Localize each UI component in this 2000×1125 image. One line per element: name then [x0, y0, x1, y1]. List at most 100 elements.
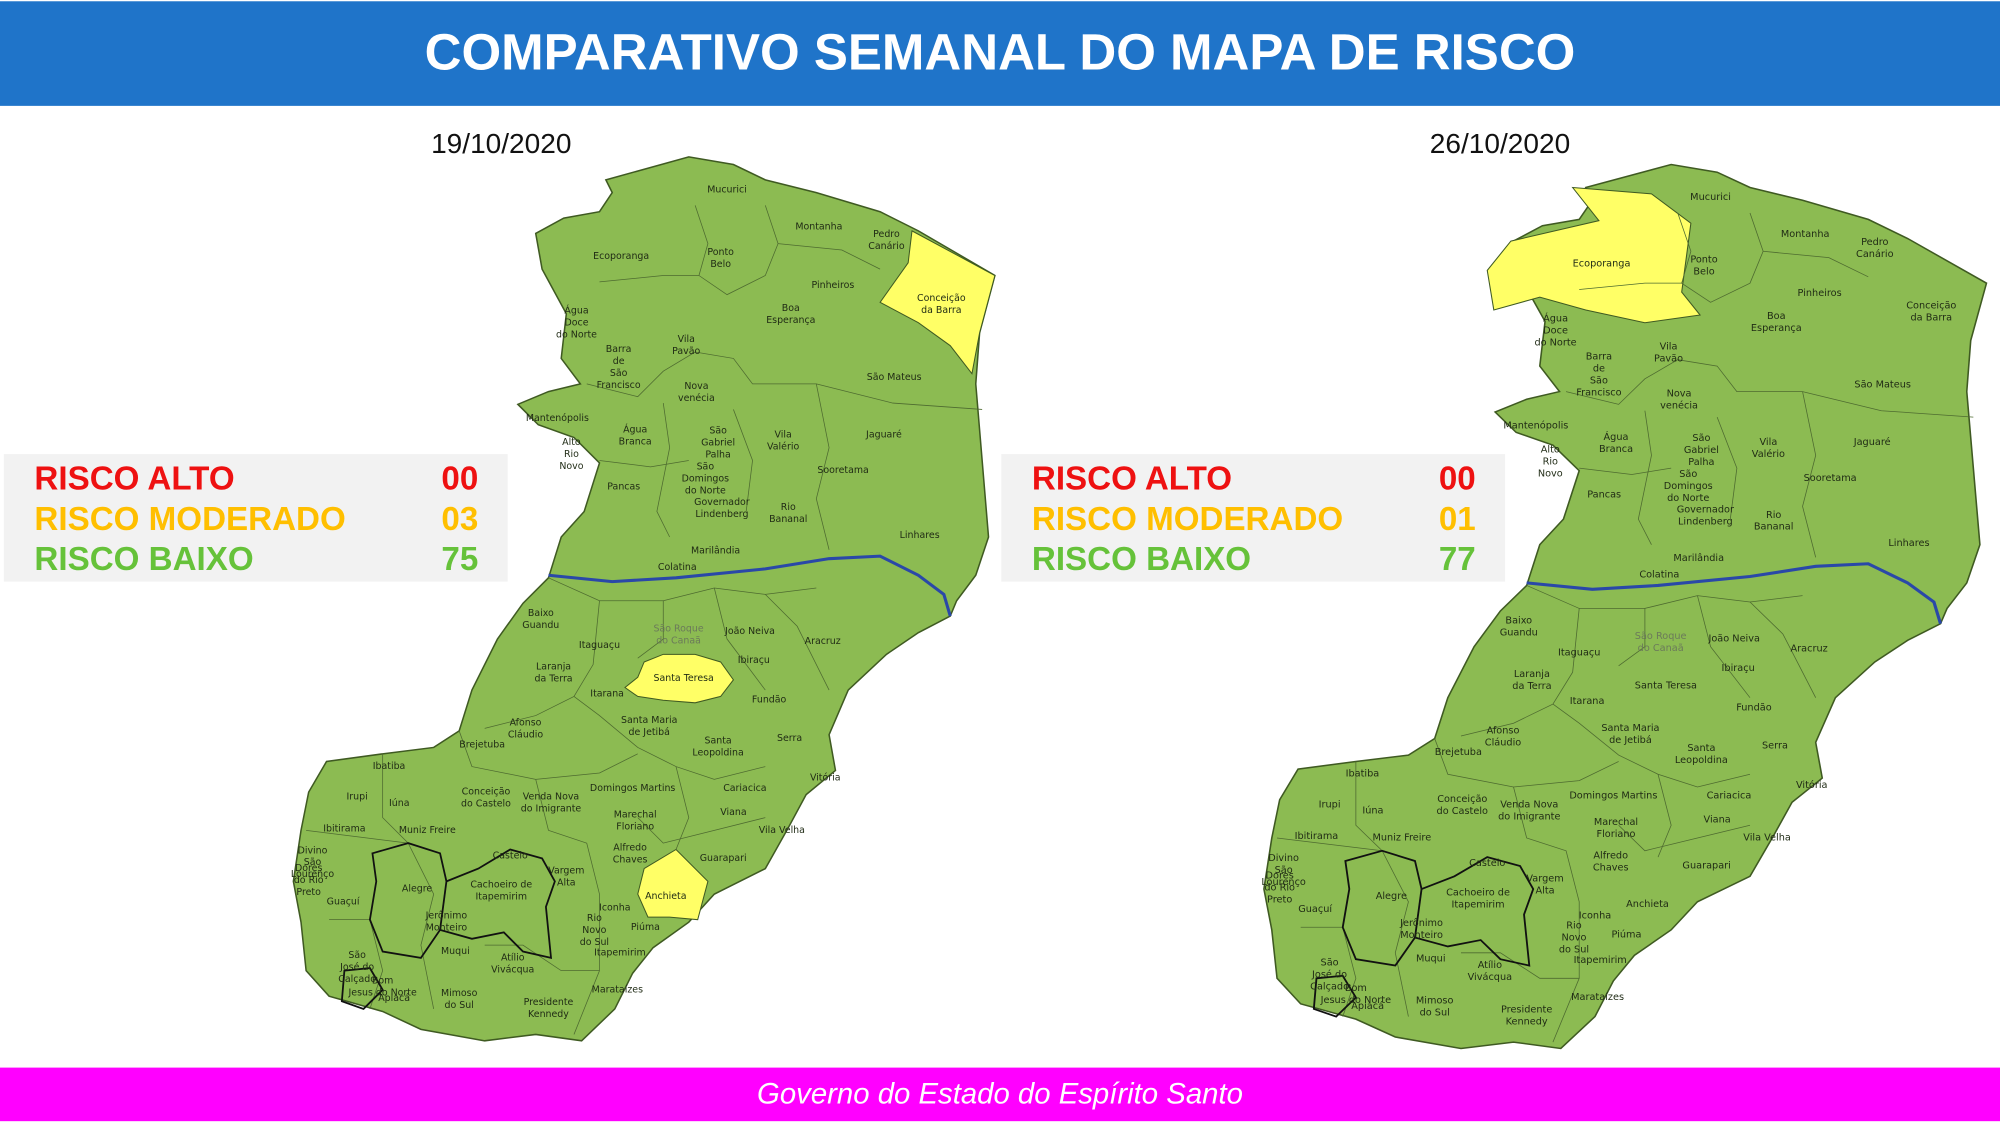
- municipality-label: Vargem: [548, 866, 584, 877]
- municipality-label: Alfredo: [1593, 850, 1628, 861]
- municipality-label: do Canaã: [1638, 643, 1684, 654]
- risk-count: 00: [1439, 461, 1476, 498]
- municipality-label: Cláudio: [508, 730, 544, 741]
- municipality-label: Guaçuí: [327, 896, 360, 907]
- municipality-label: Esperança: [1751, 323, 1802, 334]
- municipality-label: Jaguaré: [1853, 437, 1891, 448]
- municipality-label: Novo: [559, 461, 583, 472]
- municipality-label: Gabriel: [1684, 445, 1719, 456]
- municipal-border: [484, 944, 600, 972]
- municipality-label: Marataízes: [1571, 992, 1624, 1003]
- municipality-label: Bom: [1345, 983, 1367, 994]
- municipality-label: de: [613, 356, 625, 367]
- municipal-border: [1552, 703, 1751, 788]
- municipality-label: Iconha: [599, 903, 630, 914]
- municipality-label: Branca: [1599, 444, 1633, 455]
- municipality-label: Conceição: [917, 293, 966, 304]
- municipal-border: [548, 577, 817, 602]
- municipality-label: Santa Maria: [621, 715, 677, 726]
- municipal-border: [306, 829, 409, 844]
- footer-bar: [0, 1067, 2000, 1122]
- municipality-label: São: [1692, 433, 1710, 444]
- municipality-label: Fundão: [1736, 702, 1772, 713]
- municipality-label: do Rio: [294, 875, 324, 886]
- municipality-label: Santa: [705, 736, 732, 747]
- municipality-label: Mucurici: [707, 185, 747, 196]
- municipality-label: Laranja: [536, 662, 571, 673]
- municipality-label: Ibitirama: [1295, 831, 1339, 842]
- municipality-label: Jesus do Norte: [1320, 995, 1392, 1006]
- municipality-label: Dores: [1266, 871, 1294, 882]
- municipality-label: Castelo: [493, 850, 528, 861]
- municipal-border: [1618, 608, 1646, 667]
- municipal-border: [1637, 410, 1652, 545]
- municipality-label: São: [697, 461, 715, 472]
- municipality-label: Iúna: [389, 798, 410, 809]
- municipal-border: [1677, 212, 1764, 303]
- municipality-label: Preto: [296, 887, 321, 898]
- municipality-label: Guandu: [522, 620, 559, 631]
- river: [1526, 562, 1943, 625]
- municipality-label: Montanha: [795, 222, 842, 233]
- region-border: [1414, 888, 1423, 938]
- municipality-label: Pancas: [1587, 489, 1621, 500]
- municipality-label: Itapemirim: [594, 947, 646, 958]
- municipality-label: Vila: [1759, 437, 1777, 448]
- municipality-label: Ponto: [1690, 255, 1718, 266]
- municipality-label: Itaguaçu: [1558, 648, 1600, 659]
- municipality-label: Irupi: [1319, 799, 1341, 810]
- municipality-label: do Sul: [445, 1000, 474, 1011]
- municipality-label: Pancas: [607, 482, 640, 493]
- municipality-label: Marilândia: [691, 546, 740, 557]
- municipality-label: Calçado: [1310, 982, 1349, 993]
- municipal-border: [1460, 952, 1580, 979]
- municipality-label: Santa: [1687, 743, 1715, 754]
- municipality-label: Valério: [767, 441, 799, 452]
- municipality-label: Domingos Martins: [590, 783, 675, 794]
- municipality-label: Linhares: [900, 530, 940, 541]
- state-shape: [1263, 163, 1988, 1050]
- moderate-risk-area: [879, 230, 996, 375]
- municipality-label: Domingos: [682, 473, 730, 484]
- municipality-label: de Jetibá: [629, 727, 670, 738]
- municipality-label: Ponto: [707, 247, 734, 258]
- municipality-label: Marilândia: [1673, 553, 1724, 564]
- municipality-label: do Sul: [1420, 1008, 1450, 1019]
- municipality-label: Rio: [587, 913, 602, 924]
- municipality-label: Boa: [1767, 311, 1786, 322]
- risk-label: RISCO ALTO: [1032, 461, 1232, 498]
- municipality-label: Água: [1604, 431, 1629, 443]
- municipality-label: Conceição: [1906, 301, 1956, 312]
- municipality-label: Canário: [868, 241, 905, 252]
- municipal-border: [1526, 585, 1803, 609]
- municipality-label: Monteiro: [426, 922, 468, 933]
- municipality-label: Baixo: [528, 608, 554, 619]
- municipality-label: Floriano: [1596, 829, 1635, 840]
- municipality-label: Alta: [557, 878, 576, 889]
- municipal-border: [765, 594, 830, 691]
- municipality-label: Divino: [298, 845, 328, 856]
- municipal-border: [1749, 601, 1817, 698]
- municipality-label: São: [709, 426, 727, 437]
- risk-label: RISCO MODERADO: [1032, 501, 1343, 538]
- municipality-label: Itapemirim: [1574, 955, 1627, 966]
- municipality-label: Jerônimo: [1399, 918, 1443, 929]
- risk-count: 00: [441, 461, 478, 498]
- municipality-label: Governador: [694, 497, 750, 508]
- municipality-label: Pavão: [1654, 354, 1683, 365]
- risk-count: 75: [441, 541, 478, 578]
- municipality-label: Santa Teresa: [654, 673, 714, 684]
- municipality-label: Chaves: [1593, 862, 1629, 873]
- municipality-label: São: [1679, 469, 1697, 480]
- municipality-label: Nova: [684, 381, 708, 392]
- municipality-label: Anchieta: [1626, 899, 1669, 910]
- municipality-label: Rio: [1566, 921, 1582, 932]
- municipality-label: Ibiraçu: [1722, 663, 1755, 674]
- municipality-label: José do: [1311, 970, 1347, 981]
- municipal-border: [1802, 391, 1817, 558]
- municipality-label: Baixo: [1505, 616, 1532, 627]
- municipality-label: Vila: [1660, 342, 1678, 353]
- municipality-label: Novo: [582, 925, 606, 936]
